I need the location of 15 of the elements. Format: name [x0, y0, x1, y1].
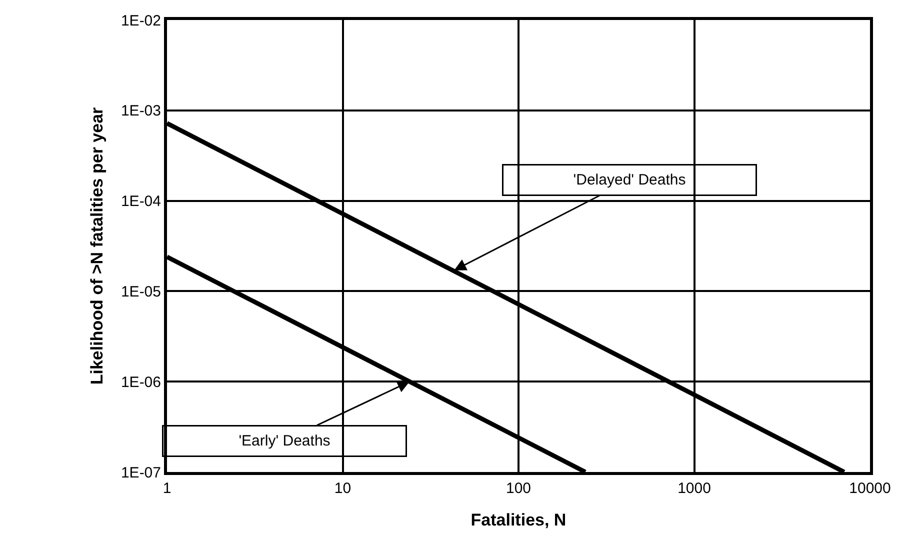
y-tick-label: 1E-04 [120, 193, 161, 210]
x-tick-label: 1000 [678, 480, 711, 497]
annotation: 'Delayed' Deaths [573, 172, 686, 188]
y-tick-label: 1E-03 [120, 102, 161, 120]
y-tick-label: 1E-05 [120, 283, 161, 300]
x-axis-title: Fatalities, N [470, 510, 566, 530]
x-tick-label: 1 [162, 480, 172, 497]
x-tick-label: 10000 [849, 480, 891, 497]
annotation: 'Early' Deaths [238, 432, 330, 450]
y-axis-title: Likelihood of >N fatalities per year [88, 106, 107, 385]
y-tick-label: 1E-06 [120, 374, 161, 391]
x-tick-label: 100 [506, 480, 532, 497]
x-tick-label: 10 [334, 480, 352, 497]
y-tick-label: 1E-07 [120, 464, 161, 482]
y-tick-label: 1E-02 [120, 12, 161, 30]
